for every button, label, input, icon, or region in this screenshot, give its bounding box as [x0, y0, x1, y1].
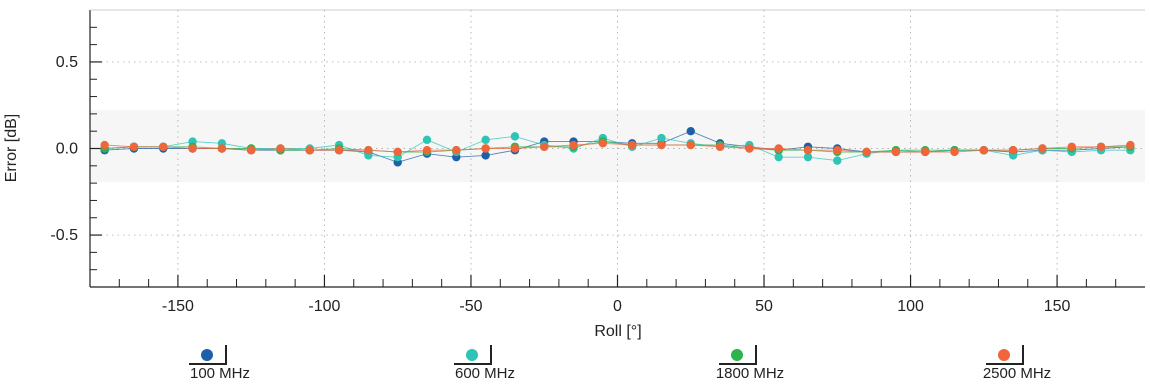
- data-point: [481, 151, 490, 160]
- legend-swatch: [719, 345, 757, 365]
- data-point: [481, 144, 490, 153]
- data-point: [657, 140, 666, 150]
- data-point: [891, 147, 901, 157]
- legend-label: 2500 MHz: [982, 365, 1052, 382]
- data-point: [950, 147, 959, 157]
- data-point: [686, 126, 695, 136]
- data-point: [745, 144, 754, 153]
- data-point: [627, 140, 637, 150]
- legend-swatch: [454, 345, 492, 365]
- data-point: [540, 142, 549, 151]
- data-point: [422, 146, 432, 155]
- data-point: [1008, 146, 1018, 155]
- data-point: [246, 146, 256, 155]
- x-tick-label: -100: [308, 298, 340, 315]
- legend-marker-icon: [731, 349, 743, 361]
- data-point: [1096, 142, 1106, 151]
- data-point: [657, 133, 666, 143]
- x-tick-label: 50: [755, 298, 773, 315]
- y-ticks: 0.5 0.0 -0.5: [50, 26, 102, 271]
- x-tick-label: 150: [1044, 298, 1071, 315]
- legend-label: 1800 MHz: [715, 365, 785, 382]
- series-line-3: [104, 142, 1131, 153]
- series-layer: [100, 126, 1135, 167]
- data-point: [803, 146, 813, 155]
- data-point: [862, 147, 871, 157]
- data-point: [1038, 144, 1047, 153]
- legend-swatch: [189, 345, 227, 365]
- data-point: [1126, 140, 1135, 150]
- x-tick-label: -50: [459, 298, 482, 315]
- data-point: [276, 144, 285, 153]
- data-point: [510, 144, 520, 153]
- data-point: [393, 147, 402, 157]
- legend-label: 100 MHz: [189, 365, 251, 382]
- data-point: [452, 146, 461, 155]
- x-tick-label: 0: [613, 298, 622, 315]
- legend-item: 600 MHz: [430, 345, 540, 385]
- data-point: [188, 144, 197, 153]
- legend-marker-icon: [466, 349, 478, 361]
- x-ticks: -150 -100 -50 0 50 100 150: [118, 275, 1117, 315]
- data-point: [803, 152, 813, 162]
- y-tick-label: 0.5: [56, 54, 78, 71]
- data-point: [159, 142, 168, 151]
- x-axis-label: Roll [°]: [594, 323, 641, 340]
- legend-label: 600 MHz: [454, 365, 516, 382]
- y-tick-label: 0.0: [56, 141, 78, 158]
- series-line-2: [104, 141, 1131, 153]
- data-point: [129, 142, 139, 151]
- y-tick-label: -0.5: [50, 227, 78, 244]
- data-point: [686, 140, 695, 150]
- data-point: [774, 144, 783, 153]
- y-axis-label: Error [dB]: [3, 114, 20, 182]
- data-point: [979, 146, 989, 155]
- legend-marker-icon: [998, 349, 1010, 361]
- x-tick-label: 100: [897, 298, 924, 315]
- data-point: [833, 146, 842, 155]
- data-point: [217, 144, 227, 153]
- data-point: [481, 135, 490, 145]
- data-point: [569, 140, 578, 150]
- legend-item: 1800 MHz: [695, 345, 805, 385]
- data-point: [921, 147, 930, 157]
- data-point: [100, 140, 109, 150]
- data-point: [715, 142, 725, 151]
- data-point: [774, 152, 783, 162]
- x-tick-label: -150: [162, 298, 194, 315]
- data-point: [833, 156, 842, 165]
- legend-swatch: [986, 345, 1024, 365]
- data-point: [334, 146, 344, 155]
- legend-item: 2500 MHz: [962, 345, 1072, 385]
- legend-marker-icon: [201, 349, 213, 361]
- data-point: [305, 146, 314, 155]
- data-point: [364, 146, 373, 155]
- data-point: [598, 139, 608, 148]
- legend-item: 100 MHz: [165, 345, 275, 385]
- data-point: [510, 132, 520, 141]
- data-point: [422, 135, 432, 145]
- data-point: [1067, 142, 1076, 151]
